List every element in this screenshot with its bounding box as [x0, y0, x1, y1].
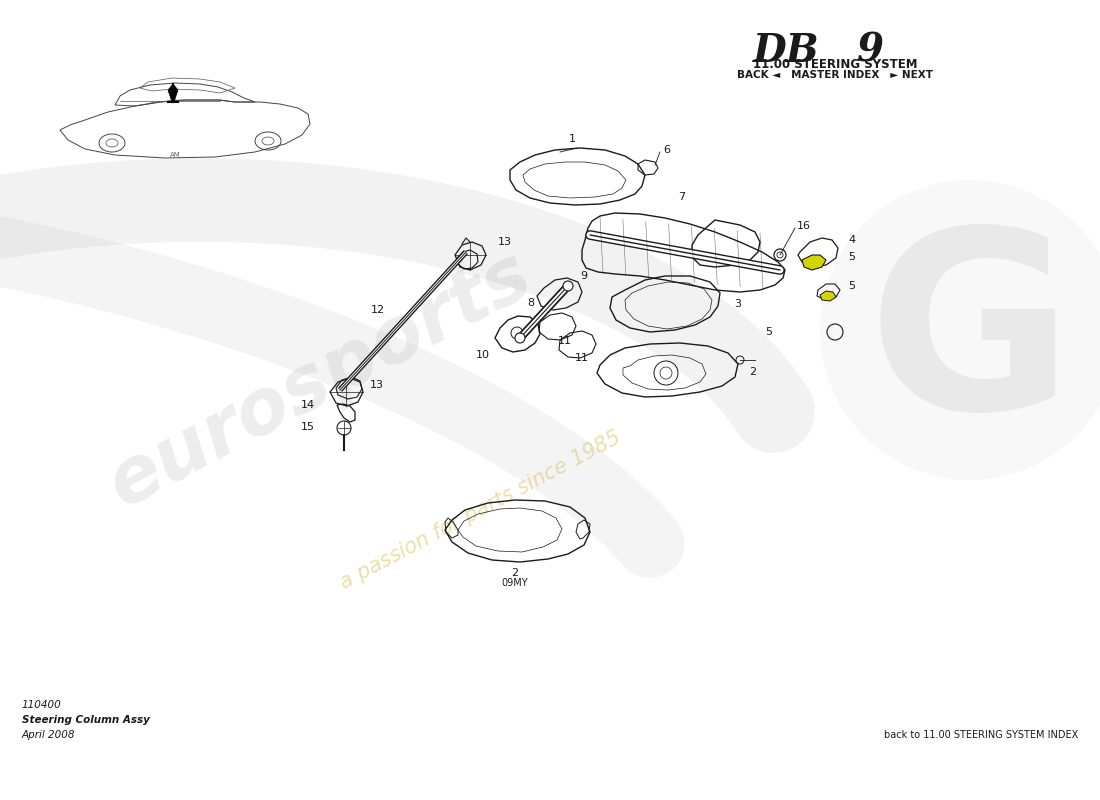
Text: 14: 14: [301, 400, 315, 410]
Text: 09MY: 09MY: [502, 578, 528, 588]
Text: AM: AM: [169, 152, 180, 158]
Text: back to 11.00 STEERING SYSTEM INDEX: back to 11.00 STEERING SYSTEM INDEX: [883, 730, 1078, 740]
Text: 5: 5: [764, 327, 772, 337]
Text: 2: 2: [512, 568, 518, 578]
Text: BACK ◄   MASTER INDEX   ► NEXT: BACK ◄ MASTER INDEX ► NEXT: [737, 70, 933, 80]
Text: 2: 2: [749, 367, 756, 377]
Text: 12: 12: [371, 305, 385, 315]
Text: 16: 16: [798, 221, 811, 231]
Polygon shape: [820, 291, 836, 301]
Text: 13: 13: [370, 380, 384, 390]
Text: 110400: 110400: [22, 700, 62, 710]
Text: 4: 4: [848, 235, 855, 245]
Circle shape: [820, 180, 1100, 480]
Polygon shape: [168, 84, 178, 102]
Text: 5: 5: [848, 281, 855, 291]
Text: 8: 8: [527, 298, 535, 308]
Text: 11: 11: [558, 336, 572, 346]
Text: 9: 9: [856, 32, 883, 70]
Text: 5: 5: [848, 252, 855, 262]
Text: 6: 6: [663, 145, 670, 155]
Text: a passion for parts since 1985: a passion for parts since 1985: [337, 427, 624, 593]
Text: April 2008: April 2008: [22, 730, 76, 740]
Text: eurosports: eurosports: [96, 238, 544, 522]
Text: 10: 10: [476, 350, 490, 360]
Text: 13: 13: [498, 237, 512, 247]
Circle shape: [515, 333, 525, 343]
Circle shape: [563, 281, 573, 291]
Polygon shape: [802, 255, 826, 270]
Text: 11: 11: [575, 353, 589, 363]
Text: 3: 3: [734, 299, 741, 309]
Text: 11.00 STEERING SYSTEM: 11.00 STEERING SYSTEM: [752, 58, 917, 71]
Text: DB: DB: [754, 32, 820, 70]
Text: Steering Column Assy: Steering Column Assy: [22, 715, 150, 725]
Text: 7: 7: [679, 192, 685, 202]
Text: 9: 9: [580, 271, 587, 281]
Text: 15: 15: [301, 422, 315, 432]
Text: G: G: [868, 219, 1072, 461]
Text: 1: 1: [569, 134, 575, 144]
